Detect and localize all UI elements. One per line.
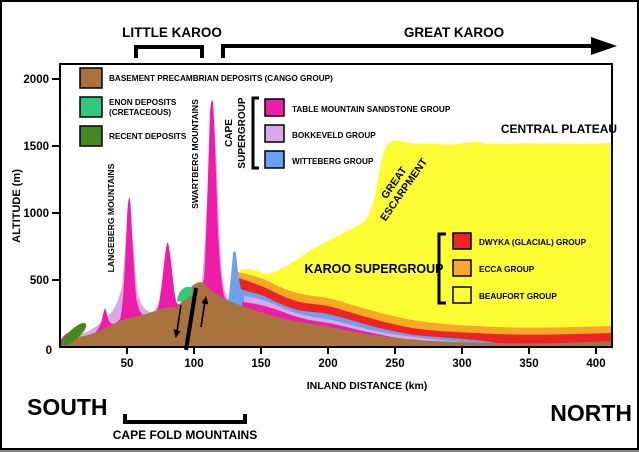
legend-label-tms: TABLE MOUNTAIN SANDSTONE GROUP [292,105,451,114]
y-axis-title: ALTITUDE (m) [11,169,23,243]
legend-swatch-bokkeveld [264,124,285,143]
little-karoo-label: LITTLE KAROO [122,25,222,40]
fault-arrow-up [200,300,206,328]
karoo-supergroup-title: KAROO SUPERGROUP [305,262,444,276]
basement-layer [60,282,612,347]
cape-supergroup-bracket [251,96,259,170]
plot-border [59,63,613,348]
cape-supergroup-title-line2: SUPERGROUP [237,97,248,168]
legend-swatch-tms [264,98,285,117]
fault-arrow-down-head [173,329,181,338]
x-tick-label: 150 [251,358,270,370]
x-tick-label: 50 [121,358,134,370]
x-axis-title: INLAND DISTANCE (km) [307,380,428,392]
x-tick-label: 250 [385,358,404,370]
legend-label-ecca: ECCA GROUP [479,265,535,274]
fault-line [184,287,198,351]
legend-label-bokkeveld: BOKKEVELD GROUP [292,131,376,140]
enon-deposit-patch [177,286,193,302]
fault-arrow-down [176,304,182,332]
legend-label-basement: BASEMENT PRECAMBRIAN DEPOSITS (CANGO GRO… [109,74,333,83]
legend-label-recent: RECENT DEPOSITS [109,132,187,141]
legend-swatch-recent [79,125,103,147]
central-plateau-label: CENTRAL PLATEAU [501,122,617,136]
south-label: SOUTH [27,394,108,420]
swartberg-mountains-label: SWARTBERG MOUNTAINS [190,99,200,209]
x-axis [126,347,597,354]
legend-swatch-witteberg [264,150,285,169]
x-tick-label: 100 [184,358,203,370]
legend-label-enon-line1: ENON DEPOSITS [109,98,177,107]
x-tick-label: 300 [452,358,471,370]
legend-swatch-beaufort [452,286,472,304]
y-axis [52,78,60,281]
recent-deposit-patch [61,322,87,346]
legend-swatch-dwyka [452,232,472,250]
legend-swatch-enon [79,96,103,118]
legend-label-beaufort: BEAUFORT GROUP [479,292,557,301]
legend-label-witteberg: WITTEBERG GROUP [292,157,374,166]
beaufort-layer [240,140,612,347]
y-tick-label: 1000 [23,208,49,220]
cape-fold-bracket [123,414,247,424]
x-tick-label: 400 [586,358,605,370]
cape-supergroup-title-line1: CAPE [224,119,235,147]
north-label: NORTH [550,400,632,426]
fault-arrow-up-head [201,296,209,305]
legend-label-dwyka: DWYKA (GLACIAL) GROUP [479,238,587,247]
legend-swatch-basement [79,67,103,89]
great-karoo-arrow-line [221,44,594,58]
x-tick-label: 350 [519,358,538,370]
little-karoo-bracket [134,45,204,58]
legend-label-enon-line2: (CRETACEOUS) [109,108,171,117]
y-tick-label: 2000 [23,74,49,86]
great-karoo-arrow-head [591,37,617,55]
karoo-supergroup-bracket [437,232,446,305]
great-karoo-label: GREAT KAROO [404,25,504,40]
y-tick-label: 500 [30,275,49,287]
cape-fold-mountains-label: CAPE FOLD MOUNTAINS [113,428,257,442]
y-tick-label: 0 [46,345,52,357]
legend-swatch-ecca [452,259,472,277]
y-tick-label: 1500 [23,141,49,153]
langeberg-mountains-label: LANGEBERG MOUNTAINS [106,163,116,272]
x-tick-label: 200 [318,358,337,370]
